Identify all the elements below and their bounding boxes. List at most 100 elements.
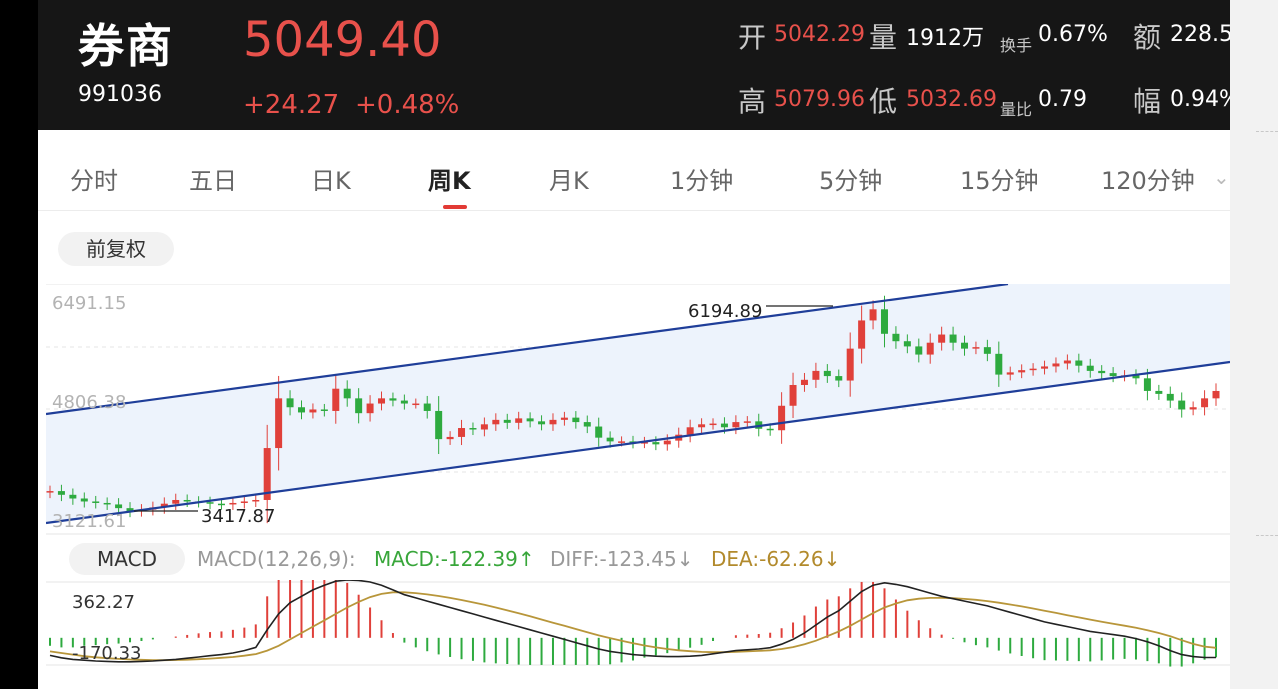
trend-channel-fill: [46, 284, 1230, 523]
volume-ratio-value: 0.79: [1038, 87, 1087, 112]
candle-body: [698, 424, 706, 428]
candle-body: [126, 508, 134, 512]
min-price-label: 3417.87: [201, 506, 275, 527]
tab-5-minute[interactable]: 5分钟: [819, 167, 883, 195]
candle-body: [69, 494, 77, 499]
candle-body: [915, 346, 923, 355]
active-tab-indicator: [443, 205, 467, 209]
candle-body: [400, 400, 408, 404]
candle-body: [903, 341, 911, 347]
candle-body: [880, 309, 888, 334]
left-screen-edge: [0, 0, 38, 689]
low-value: 5032.69: [906, 87, 997, 112]
candle-body: [389, 398, 397, 401]
candle-body: [892, 333, 900, 342]
stock-chart-app: 券商 991036 5049.40 +24.27 +0.48% 开 5042.2…: [38, 0, 1230, 689]
candle-body: [961, 342, 969, 349]
tab-1-minute[interactable]: 1分钟: [670, 167, 734, 195]
candle-body: [549, 419, 557, 425]
channel-upper-line: [46, 284, 1009, 416]
candle-body: [355, 398, 363, 414]
candle-body: [1018, 370, 1026, 373]
candle-body: [1178, 400, 1186, 410]
volume-value: 1912万: [906, 26, 984, 51]
tab-monthly-k[interactable]: 月K: [549, 167, 589, 195]
candle-body: [618, 441, 626, 443]
candle-body: [1029, 368, 1037, 371]
current-price: 5049.40: [243, 12, 442, 68]
indicator-select-button[interactable]: MACD: [69, 543, 185, 575]
tab-120-minute[interactable]: 120分钟: [1101, 167, 1195, 195]
candle-body: [1086, 365, 1094, 371]
candle-body: [789, 384, 797, 406]
candle-body: [1132, 375, 1140, 379]
candle-body: [469, 428, 477, 430]
max-price-label: 6194.89: [688, 301, 762, 322]
price-change-percent: +0.48%: [355, 90, 460, 120]
candle-body: [435, 410, 443, 440]
price-adjust-button[interactable]: 前复权: [58, 232, 174, 266]
candle-body: [926, 342, 934, 355]
tab-intraday[interactable]: 分时: [70, 167, 118, 195]
candle-body: [606, 437, 614, 442]
candle-body: [229, 502, 237, 505]
tab-15-minute[interactable]: 15分钟: [960, 167, 1039, 195]
amplitude-label: 幅: [1133, 85, 1162, 118]
candle-body: [1189, 407, 1197, 410]
volume-ratio-label: 量比: [1000, 100, 1033, 119]
period-tab-bar: 分时 五日 日K 周K 月K 1分钟 5分钟 15分钟 120分钟 ⌄: [38, 145, 1230, 211]
y-axis-label-mid: 4806.38: [52, 392, 126, 413]
candle-body: [572, 417, 580, 423]
diff-value: DIFF:-123.45↓: [550, 547, 694, 571]
quote-header: 券商 991036 5049.40 +24.27 +0.48% 开 5042.2…: [38, 0, 1230, 130]
candle-body: [412, 403, 420, 406]
candle-body: [1063, 360, 1071, 364]
candle-body: [640, 442, 648, 444]
candle-body: [297, 407, 305, 413]
candle-body: [1155, 390, 1163, 394]
diff-line: [49, 580, 1216, 663]
y-axis-label-top: 6491.15: [52, 293, 126, 314]
candle-body: [595, 426, 603, 438]
candle-body: [240, 501, 248, 503]
candle-body: [1143, 378, 1151, 391]
candle-body: [503, 419, 511, 423]
stock-code: 991036: [78, 82, 162, 107]
amount-value: 228.5: [1170, 22, 1230, 47]
candle-body: [652, 442, 660, 445]
open-label: 开: [738, 21, 767, 54]
macd-value: MACD:-122.39↑: [374, 547, 535, 571]
candlestick-chart[interactable]: 6194.89 3417.87 6491.15 4806.38 3121.61: [46, 284, 1230, 538]
candle-body: [1041, 366, 1049, 369]
high-value: 5079.96: [774, 87, 865, 112]
candle-body: [458, 428, 466, 437]
candle-body: [378, 398, 386, 404]
macd-chart[interactable]: 362.27 -170.33: [46, 580, 1230, 680]
tab-weekly-k[interactable]: 周K: [428, 167, 471, 195]
open-value: 5042.29: [774, 22, 865, 47]
candle-body: [115, 504, 123, 509]
candle-body: [492, 419, 500, 425]
stock-name: 券商: [78, 19, 174, 73]
candle-body: [1109, 373, 1117, 377]
tab-five-day[interactable]: 五日: [189, 167, 237, 195]
chevron-down-icon[interactable]: ⌄: [1213, 165, 1230, 189]
candle-body: [92, 501, 100, 503]
candle-body: [1052, 363, 1060, 367]
candle-body: [515, 418, 523, 423]
candle-body: [583, 422, 591, 427]
candle-body: [778, 405, 786, 431]
candle-body: [709, 423, 717, 426]
candle-body: [1166, 393, 1174, 401]
candle-body: [526, 418, 534, 422]
candle-body: [995, 353, 1003, 375]
candle-body: [480, 424, 488, 430]
candle-body: [835, 376, 843, 381]
tab-daily-k[interactable]: 日K: [311, 167, 351, 195]
candle-body: [938, 334, 946, 343]
candle-body: [172, 499, 180, 504]
candle-body: [332, 388, 340, 411]
dea-line: [49, 591, 1217, 662]
right-screen-edge: [1230, 0, 1278, 689]
volume-label: 量: [869, 21, 898, 54]
